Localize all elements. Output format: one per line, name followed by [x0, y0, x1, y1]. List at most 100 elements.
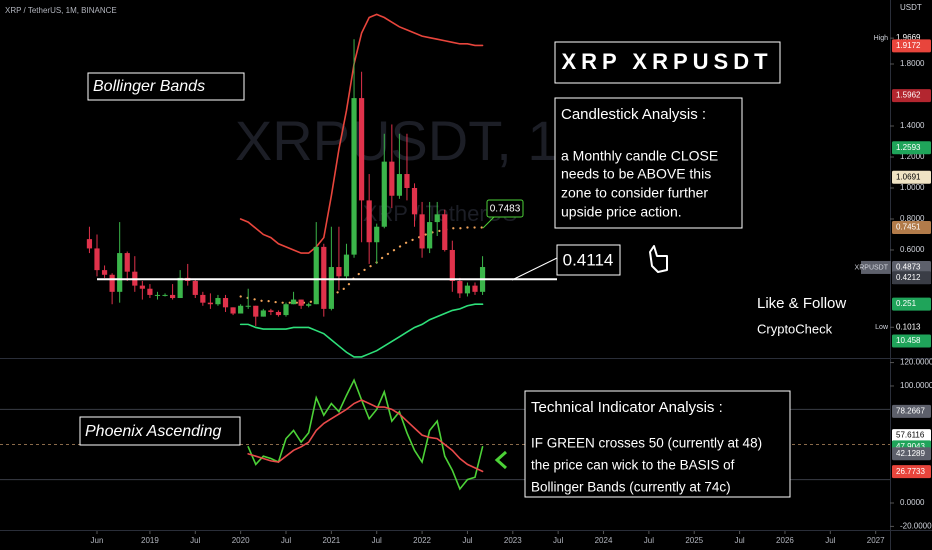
candle-line: zone to consider further: [561, 185, 708, 201]
candle-body: [404, 174, 410, 188]
watermark: XRPUSDT, 1M: [235, 109, 605, 172]
y-tick-label: 120.0000: [900, 358, 932, 367]
candle-body: [419, 214, 425, 249]
candle-body: [359, 98, 365, 201]
candle-body: [313, 246, 319, 305]
candle-body: [154, 294, 161, 296]
price-tag: [892, 447, 931, 461]
x-tick-label: 2021: [322, 536, 340, 545]
tech-line: the price can wick to the BASIS of: [531, 458, 735, 473]
price-tag: [892, 297, 931, 311]
phoenix-box: [79, 416, 241, 446]
candle-body: [222, 298, 229, 308]
bollinger-box: [87, 72, 245, 101]
candle-body: [86, 239, 93, 249]
price-tag-label: 47.9043: [896, 442, 925, 451]
candle-body: [472, 285, 478, 292]
x-tick-label: 2019: [141, 536, 159, 545]
x-tick-label: Jul: [825, 536, 835, 545]
price-tag-label: 0.1013: [896, 322, 921, 331]
tech-line: Bollinger Bands (currently at 74c): [531, 480, 731, 495]
price-tag-label: 1.9172: [896, 41, 921, 50]
candle-body: [117, 253, 123, 292]
x-tick-label: Jul: [190, 536, 200, 545]
title: XRP XRPUSDT: [561, 49, 772, 74]
candle-body: [94, 248, 100, 271]
price-tag-label: 1.5962: [896, 91, 921, 100]
phoenix-label: Phoenix Ascending: [85, 423, 221, 440]
price-tag: [892, 465, 931, 479]
x-tick-label: 2024: [595, 536, 613, 545]
candle-body: [336, 267, 342, 277]
candle-body: [389, 161, 395, 196]
candle-body: [449, 249, 455, 281]
annotations: Bollinger Bands XRP XRPUSDT Candlestick …: [79, 41, 846, 498]
level-box: [556, 244, 621, 276]
x-tick-label: Jul: [372, 536, 382, 545]
price-tag: [892, 429, 931, 443]
price-tag-label: 1.2593: [896, 143, 921, 152]
price-tag-note: Low: [875, 324, 889, 331]
candle-body: [306, 304, 312, 306]
candle-body: [230, 307, 236, 314]
basis-label: 0.7483: [490, 204, 521, 215]
x-tick-label: 2020: [232, 536, 250, 545]
series-line: [239, 303, 484, 358]
y-tick-label: 100.0000: [900, 381, 932, 390]
candle-line: needs to be ABOVE this: [561, 166, 711, 182]
candle-body: [374, 226, 380, 243]
price-tag-note: High: [874, 35, 889, 42]
candle-body: [351, 98, 357, 255]
x-tick-label: 2026: [776, 536, 794, 545]
price-pane: [86, 13, 557, 358]
price-tag-label: 42.1289: [896, 449, 925, 458]
price-tag: [892, 39, 931, 53]
symbol: XRP / TetherUS, 1M, BINANCE: [5, 6, 117, 15]
tech-line: IF GREEN crosses 50 (currently at 48): [531, 436, 762, 451]
candle-body: [275, 311, 282, 316]
candle-body: [139, 285, 145, 289]
candle-line: a Monthly candle CLOSE: [561, 148, 718, 164]
candle-body: [177, 277, 183, 299]
price-tag-label: 78.2667: [896, 407, 925, 416]
candle-box: [554, 97, 743, 229]
x-tick-label: 2027: [867, 536, 885, 545]
x-tick-label: Jul: [281, 536, 291, 545]
series-line: [239, 13, 484, 254]
price-tag-label: 1.0691: [896, 172, 921, 181]
series-line: [247, 378, 484, 491]
price-tag-label: 26.7733: [896, 467, 925, 476]
y-tick-label: 0.8000: [900, 214, 925, 223]
price-tag-label: 0.4212: [896, 273, 921, 282]
y-tick-label: -20.0000: [900, 522, 932, 531]
note-box: [861, 260, 891, 274]
y-tick-label: 1.2000: [900, 152, 925, 161]
candle-body: [434, 214, 440, 223]
tech-title: Technical Indicator Analysis :: [531, 399, 723, 416]
like-follow: Like & Follow: [757, 295, 846, 312]
candle-body: [290, 299, 297, 305]
price-tag: [892, 220, 931, 234]
y-tick-label: 1.8000: [900, 59, 925, 68]
candle-body: [427, 222, 433, 249]
candle-body: [192, 280, 198, 295]
basis-box: [486, 199, 524, 218]
candle-body: [268, 310, 274, 312]
candle-body: [207, 302, 213, 305]
candle-body: [238, 305, 244, 314]
x-tick-label: Jul: [462, 536, 472, 545]
candle-body: [253, 305, 259, 317]
candle-body: [464, 285, 471, 294]
candle-body: [457, 280, 463, 294]
price-tag: [892, 170, 931, 184]
title-box: [554, 41, 781, 84]
tech-box: [524, 390, 791, 498]
author: CryptoCheck: [757, 321, 833, 336]
candle-body: [200, 294, 206, 303]
candle-body: [101, 270, 108, 275]
level-label: 0.4114: [563, 250, 614, 269]
x-tick-label: 2022: [413, 536, 431, 545]
x-tick-label: Jun: [91, 536, 104, 545]
candle-body: [442, 214, 448, 250]
